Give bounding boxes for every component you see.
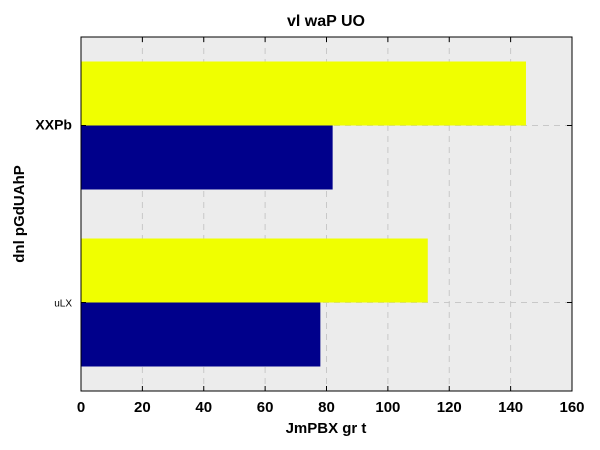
y-category-label: XXPb bbox=[35, 117, 72, 133]
x-tick-label: 40 bbox=[195, 399, 212, 416]
x-axis-label: JmPBX gr t bbox=[286, 420, 367, 437]
y-axis-label: dnl pGdUAhP bbox=[11, 165, 28, 263]
bar-uLX-series-1 bbox=[81, 238, 428, 303]
x-tick-label: 160 bbox=[559, 399, 584, 416]
x-tick-label: 20 bbox=[134, 399, 151, 416]
x-tick-label: 120 bbox=[437, 399, 462, 416]
chart-title: vl waP UO bbox=[287, 13, 365, 30]
x-tick-label: 100 bbox=[375, 399, 400, 416]
x-tick-label: 80 bbox=[318, 399, 335, 416]
y-category-label: uLX bbox=[54, 299, 72, 310]
bar-XXPb-series-1 bbox=[81, 61, 526, 126]
bar-XXPb-series-0 bbox=[81, 125, 333, 190]
ticks: 0 20 40 60 80 100 120 140 160 uLX XXPb bbox=[35, 37, 585, 416]
bar-uLX-series-0 bbox=[81, 302, 321, 367]
x-tick-label: 0 bbox=[77, 399, 85, 416]
x-tick-label: 60 bbox=[257, 399, 274, 416]
bars bbox=[81, 61, 526, 367]
x-tick-label: 140 bbox=[498, 399, 523, 416]
